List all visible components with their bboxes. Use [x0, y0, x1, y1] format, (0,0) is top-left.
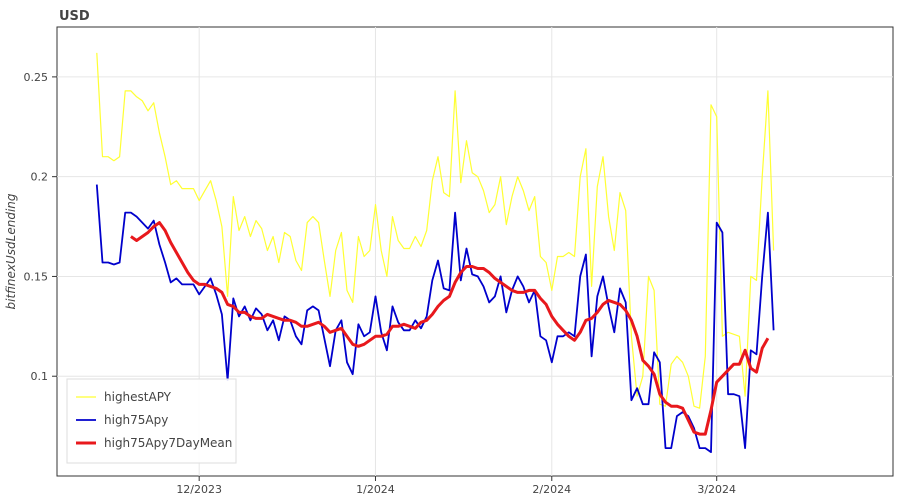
y-axis: 0.1 0.15 0.2 0.25	[24, 71, 57, 383]
legend-label: highestAPY	[104, 390, 172, 404]
series-layer	[95, 52, 775, 453]
legend-label: high75Apy	[104, 413, 168, 427]
series-line-high75Apy7DayMean	[130, 221, 770, 436]
y-tick-label: 0.2	[31, 171, 49, 184]
x-tick-label: 3/2024	[697, 483, 736, 496]
series-line-high75Apy	[95, 184, 775, 453]
chart-title: USD	[59, 9, 90, 24]
series-line-highestAPY	[96, 52, 775, 409]
legend: highestAPY high75Apy high75Apy7DayMean	[66, 378, 237, 464]
y-tick-label: 0.1	[31, 370, 49, 383]
x-tick-label: 1/2024	[356, 483, 395, 496]
x-axis: 12/2023 1/2024 2/2024 3/2024	[176, 476, 736, 496]
y-axis-label: bitfinexUsdLending	[4, 193, 18, 309]
x-tick-label: 2/2024	[532, 483, 571, 496]
legend-box	[66, 378, 237, 464]
y-tick-label: 0.25	[24, 71, 49, 84]
y-tick-label: 0.15	[24, 270, 49, 283]
legend-label: high75Apy7DayMean	[104, 436, 232, 450]
x-tick-label: 12/2023	[176, 483, 222, 496]
